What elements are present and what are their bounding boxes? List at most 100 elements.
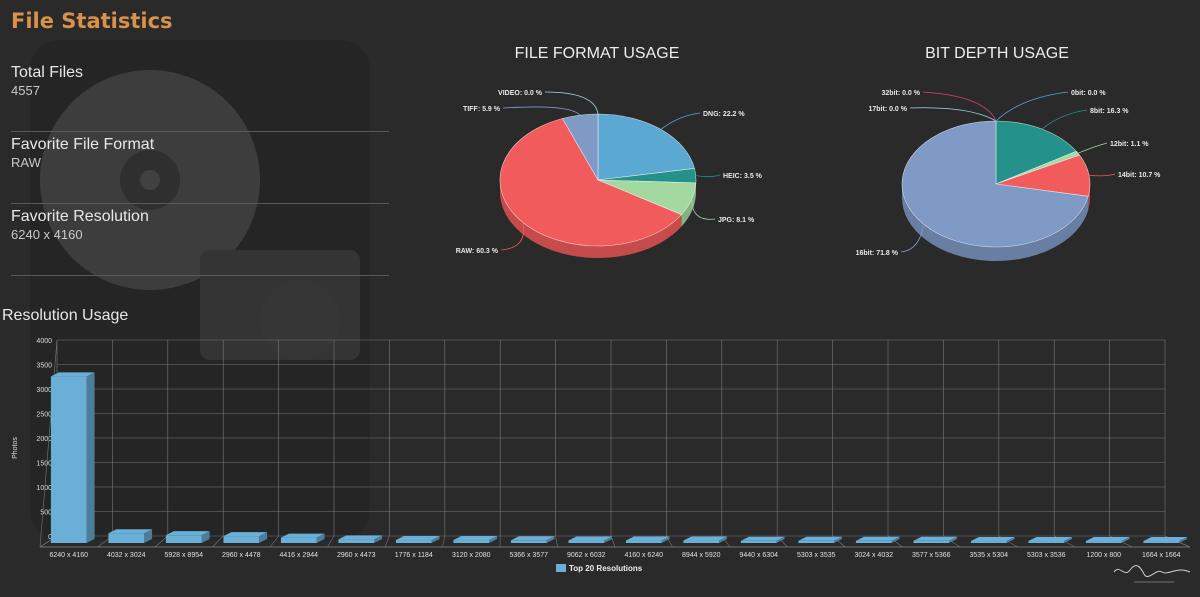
pie-label-connector [695,174,721,178]
pie-labels: DNG: 22.2 % HEIC: 3.5 % JPG: 8.1 % RAW: 60.… [456,90,763,255]
bar: 4416 x 2944 [279,533,325,559]
pie-slice-side [902,184,1089,262]
bar: 8944 x 5920 [682,536,728,559]
bit-depth-pie-chart: BIT DEPTH USAGE 0bit: 0.0 % 8bit: 16.3 % 1… [856,45,1161,262]
bar-side [1064,537,1073,543]
bar-top [453,536,498,541]
bar-top [223,532,268,537]
pie-label-connector [1041,109,1088,130]
bar-side [949,536,958,543]
y-tick-label: 2500 [36,412,52,419]
bar-side [201,531,210,543]
bar-front [1085,541,1122,543]
bar-side [144,529,153,543]
bar-front [223,536,260,543]
bar: 1200 x 800 [1085,537,1130,559]
y-tick-label: 2000 [36,436,52,443]
bar-side [316,533,325,543]
bar-side [1121,537,1130,543]
pie-label: HEIC: 3.5 % [723,173,763,180]
x-tick-label: 5366 x 3577 [509,552,548,559]
x-tick-label: 9062 x 6032 [567,552,606,559]
x-tick-label: 1776 x 1184 [395,552,433,559]
bar-front [50,376,87,543]
bar-side [259,532,268,543]
bar-side [546,536,555,543]
bar: 9440 x 6304 [739,536,785,559]
pie-label: 12bit: 1.1 % [1110,141,1149,148]
bar-top [50,372,95,377]
bar-front [683,540,720,543]
bar-front [453,540,490,543]
bar-top [338,535,383,540]
bar: 3024 x 4032 [854,536,900,559]
bar-top [740,536,785,541]
legend-swatch [556,564,566,572]
pie-label: RAW: 60.3 % [456,248,499,255]
bar-top [568,536,613,541]
bar-side [891,536,900,543]
y-tick-label: 500 [40,510,52,517]
x-tick-label: 4160 x 6240 [624,552,663,559]
bar: 4032 x 3024 [107,529,153,559]
stats-panel: Total Files 4557 Favorite File Format RA… [11,60,389,276]
pie-slice [995,120,1077,185]
bar: 4160 x 6240 [624,536,670,559]
bar-front [855,540,892,543]
stat-label: Total Files [11,64,84,81]
pie-label-connector [691,199,716,220]
pie-slices [901,120,1091,248]
bar: 1664 x 1664 [1142,537,1188,559]
x-tick-label: 3577 x 5366 [912,552,951,559]
bar-side [431,536,440,543]
y-tick-label: 3500 [36,363,52,370]
pie-label: TIFF: 5.9 % [463,106,501,113]
x-tick-label: 1664 x 1664 [1142,552,1181,559]
bar: 5303 x 3535 [797,536,843,559]
bar-top [683,536,728,541]
y-axis-label: Photos [12,437,19,459]
pie-label-connector [660,112,701,130]
pie-slice-side [681,182,696,227]
bar-top [913,536,958,541]
stat-favorite-resolution: Favorite Resolution 6240 x 4160 [11,204,389,276]
pie-label-connector [500,222,524,251]
pie-label: DNG: 22.2 % [703,111,745,118]
bars: 6240 x 4160 4032 x 3024 5928 x 8954 2960 x … [49,372,1188,559]
pie-label: 14bit: 10.7 % [1118,172,1161,179]
bar-front [108,533,145,543]
stat-value: RAW [11,155,41,170]
pie-slices [499,113,697,247]
pie-label: 0bit: 0.0 % [1071,90,1106,97]
y-tick-label: 1500 [36,461,52,468]
chart-grid: 0 500 1000 1500 2000 2500 3000 3500 4000 [36,338,1191,548]
bar-top [165,531,210,536]
bar: 5366 x 3577 [509,536,555,559]
bar-front [165,535,202,543]
pie-label-connector [995,91,1069,122]
y-tick-label: 1000 [36,485,52,492]
bar-side [776,536,785,543]
pie-label: JPG: 8.1 % [718,217,755,224]
bar-top [798,536,843,541]
bar-top [970,537,1015,542]
bar-front [568,540,605,543]
bar: 3535 x 5304 [969,537,1015,559]
bar-front [970,541,1007,543]
bar-top [855,536,900,541]
chart-title: BIT DEPTH USAGE [925,45,1069,62]
stat-value: 4557 [11,83,40,98]
stat-favorite-file-format: Favorite File Format RAW [11,132,389,204]
bar: 3120 x 2080 [452,536,498,559]
stat-label: Favorite File Format [11,136,155,153]
pie-label-connector [544,91,599,115]
stat-total-files: Total Files 4557 [11,60,389,132]
x-tick-label: 3120 x 2080 [452,552,491,559]
bar: 2960 x 4473 [337,535,383,559]
pie-slice-side [500,180,682,258]
bar-front [740,540,777,543]
bar-top [108,529,153,534]
gridline [442,535,446,548]
bar: 5928 x 8954 [164,531,210,559]
bar-top [1028,537,1073,542]
